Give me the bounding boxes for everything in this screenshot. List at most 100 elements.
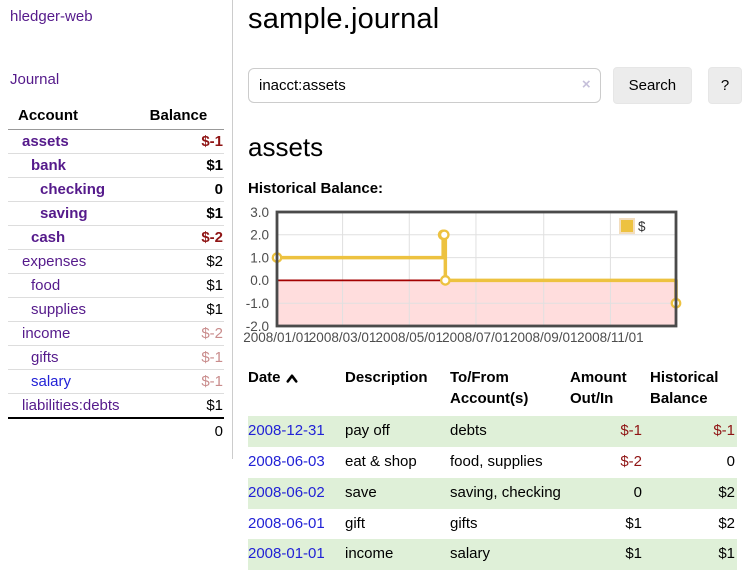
svg-text:0.0: 0.0	[250, 273, 269, 288]
account-row: assets $-1	[8, 130, 224, 154]
svg-text:-1.0: -1.0	[246, 296, 269, 311]
transaction-amount: $-1	[620, 422, 642, 440]
register-header-balance: Historical Balance	[650, 369, 719, 407]
sidebar-account-link-cash[interactable]: cash	[31, 229, 66, 246]
transaction-date-link[interactable]: 2008-06-03	[248, 453, 325, 471]
transaction-date-link[interactable]: 2008-01-01	[248, 545, 325, 563]
sidebar-account-link-liabilities-debts[interactable]: liabilities:debts	[22, 397, 120, 414]
svg-text:2.0: 2.0	[250, 228, 269, 243]
account-balance: $1	[149, 393, 224, 418]
sidebar-account-link-assets[interactable]: assets	[22, 133, 69, 150]
account-balance: $1	[149, 297, 224, 322]
transaction-date-link[interactable]: 2008-06-01	[248, 514, 325, 532]
svg-text:2008/05/01: 2008/05/01	[375, 330, 443, 345]
svg-text:2008/07/01: 2008/07/01	[442, 330, 510, 345]
accounts-header-balance: Balance	[149, 105, 224, 130]
register-row: 2008-12-31 pay off debts $-1 $-1	[248, 416, 737, 448]
account-balance: 0	[149, 177, 224, 202]
svg-text:1.0: 1.0	[250, 250, 269, 265]
search-input[interactable]	[248, 68, 601, 103]
transaction-amount: $1	[625, 514, 642, 532]
transaction-description: save	[345, 483, 377, 501]
account-row: bank $1	[8, 153, 224, 178]
transaction-amount: $1	[625, 545, 642, 563]
account-row: supplies $1	[8, 297, 224, 322]
accounts-table: Account Balance assets $-1 bank $1 checking 0…	[8, 105, 224, 443]
sidebar-account-link-expenses[interactable]: expenses	[22, 253, 87, 270]
account-row: expenses $2	[8, 249, 224, 274]
svg-text:2008/03/01: 2008/03/01	[309, 330, 377, 345]
account-row: income $-2	[8, 321, 224, 346]
register-header-amount: Amount Out/In	[570, 369, 627, 407]
svg-text:-2.0: -2.0	[246, 319, 269, 334]
transaction-balance: $2	[718, 483, 735, 501]
clear-search-icon[interactable]: ×	[581, 76, 591, 93]
register-header-description: Description	[345, 369, 428, 386]
svg-text:2008/11/01: 2008/11/01	[577, 330, 644, 345]
sidebar-account-link-gifts[interactable]: gifts	[31, 349, 59, 366]
register-header-date[interactable]: Date	[248, 366, 345, 416]
transaction-accounts: gifts	[450, 514, 478, 532]
transaction-description: gift	[345, 514, 366, 532]
account-balance: $1	[149, 153, 224, 178]
account-row: gifts $-1	[8, 345, 224, 370]
legend-label: $	[638, 219, 646, 234]
accounts-header-account: Account	[8, 105, 150, 130]
brand-link[interactable]: hledger-web	[10, 8, 93, 25]
account-balance: $-2	[149, 225, 224, 250]
transaction-accounts: saving, checking	[450, 483, 561, 501]
account-balance: $-1	[149, 345, 224, 370]
help-button[interactable]: ?	[708, 67, 742, 104]
chart-title: Historical Balance:	[248, 180, 384, 197]
search-form: × Search ?	[248, 67, 742, 104]
account-balance: $-2	[149, 321, 224, 346]
account-row: checking 0	[8, 177, 224, 202]
page-title: sample.journal	[248, 3, 440, 35]
accounts-table-header-row: Account Balance	[8, 105, 224, 130]
accounts-total-balance: 0	[149, 417, 224, 443]
register-table: Date Description To/From Account(s) Amou…	[248, 366, 737, 571]
account-title: assets	[248, 132, 324, 162]
transaction-balance: 0	[726, 453, 735, 471]
account-row: food $1	[8, 273, 224, 298]
transaction-description: eat & shop	[345, 453, 417, 471]
sidebar: hledger-web Journal Account Balance asse…	[0, 0, 233, 459]
sidebar-account-link-bank[interactable]: bank	[31, 157, 67, 174]
account-balance: $1	[149, 201, 224, 226]
transaction-accounts: salary	[450, 545, 491, 563]
transaction-accounts: debts	[450, 422, 487, 440]
register-row: 2008-06-01 gift gifts $1 $2	[248, 509, 737, 540]
sidebar-account-link-supplies[interactable]: supplies	[31, 301, 87, 318]
sidebar-account-link-salary[interactable]: salary	[31, 373, 72, 390]
account-row: liabilities:debts $1	[8, 393, 224, 418]
legend-swatch	[619, 218, 635, 234]
account-row: cash $-2	[8, 225, 224, 250]
svg-text:2008/01/01: 2008/01/01	[243, 330, 311, 345]
historical-balance-chart: $3.0 2.0 1.0 0.0 -1.0 -2.0 2008/01/01 2008/03/0…	[222, 205, 742, 346]
sidebar-item-journal[interactable]: Journal	[10, 71, 60, 88]
accounts-total-row: 0	[8, 417, 224, 443]
register-row: 2008-06-03 eat & shop food, supplies $-2 0	[248, 447, 737, 478]
sidebar-account-link-income[interactable]: income	[22, 325, 71, 342]
transaction-date-link[interactable]: 2008-06-02	[248, 483, 325, 501]
transaction-balance: $-1	[713, 422, 735, 440]
register-row: 2008-06-02 save saving, checking 0 $2	[248, 477, 737, 509]
transaction-balance: $2	[718, 514, 735, 532]
sidebar-account-link-food[interactable]: food	[31, 277, 61, 294]
sort-ascending-icon	[286, 374, 298, 383]
sidebar-account-link-saving[interactable]: saving	[40, 205, 88, 222]
register-header-accounts: To/From Account(s)	[450, 369, 529, 407]
account-balance: $1	[149, 273, 224, 298]
svg-text:3.0: 3.0	[250, 206, 269, 220]
transaction-amount: 0	[633, 483, 642, 501]
account-row: saving $1	[8, 201, 224, 226]
register-row: 2008-01-01 income salary $1 $1	[248, 539, 737, 571]
account-row: salary $-1	[8, 369, 224, 394]
sidebar-account-link-checking[interactable]: checking	[40, 181, 106, 198]
search-button[interactable]: Search	[612, 67, 693, 104]
transaction-date-link[interactable]: 2008-12-31	[248, 422, 325, 440]
main-content: sample.journal × Search ? assets Histori…	[233, 0, 742, 571]
transaction-description: income	[345, 545, 394, 563]
account-balance: $-1	[149, 369, 224, 394]
